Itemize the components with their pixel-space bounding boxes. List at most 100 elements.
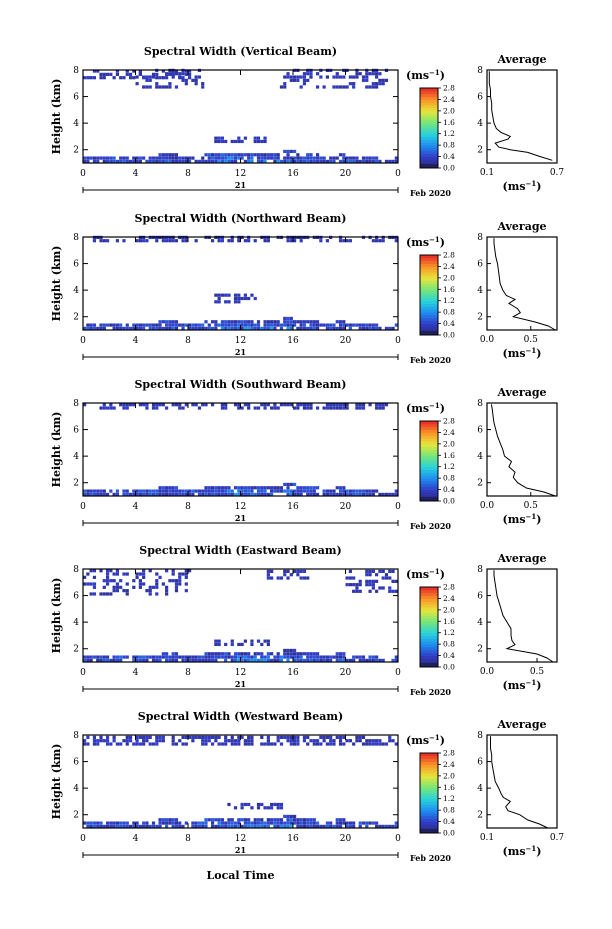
heatmap-cell xyxy=(276,655,280,659)
heatmap-cell xyxy=(119,323,123,327)
heatmap-cell xyxy=(247,326,251,330)
heatmap-cell xyxy=(92,239,97,243)
heatmap-cell xyxy=(109,658,113,662)
colorbar-swatch xyxy=(420,807,438,811)
y-axis-label: Height (km) xyxy=(50,79,63,155)
heatmap-cell xyxy=(161,403,165,407)
colorbar-swatch xyxy=(420,315,438,319)
heatmap-cell xyxy=(256,489,261,493)
heatmap-cell xyxy=(365,573,369,577)
average-profile-line xyxy=(493,238,556,331)
heatmap-cell xyxy=(165,486,169,490)
heatmap-cell xyxy=(322,655,326,659)
heatmap-cell xyxy=(132,156,136,160)
heatmap-cell xyxy=(161,153,165,157)
heatmap-cell xyxy=(174,72,179,76)
heatmap-cell xyxy=(158,575,162,579)
heatmap-cell xyxy=(260,655,264,659)
heatmap-cell xyxy=(338,326,343,330)
heatmap-cell xyxy=(345,156,349,160)
heatmap-cell xyxy=(335,403,339,407)
heatmap-cell xyxy=(112,323,116,327)
heatmap-cell xyxy=(332,492,336,496)
heatmap-cell xyxy=(394,156,398,160)
heatmap-cell xyxy=(92,159,97,163)
heatmap-cell xyxy=(296,739,300,743)
heatmap-cell xyxy=(99,492,103,496)
x-tick-label: 20 xyxy=(340,502,352,512)
heatmap-cell xyxy=(289,149,293,154)
heatmap-cell xyxy=(243,489,247,493)
heatmap-cell xyxy=(122,156,126,160)
heatmap-cell xyxy=(161,582,165,586)
heatmap-cell xyxy=(224,153,228,157)
colorbar-swatch xyxy=(420,289,438,293)
heatmap-cell xyxy=(197,406,202,410)
heatmap-cell xyxy=(306,735,310,739)
heatmap-cell xyxy=(329,655,333,659)
heatmap-cell xyxy=(240,296,244,301)
heatmap-cell xyxy=(378,492,382,496)
heatmap-cell xyxy=(224,320,228,324)
heatmap-cell xyxy=(165,821,169,825)
colorbar: 0.00.40.81.21.62.02.42.8 xyxy=(419,583,455,672)
heatmap-cell xyxy=(378,78,382,82)
heatmap-cell xyxy=(86,492,90,496)
heatmap-cell xyxy=(256,821,261,825)
heatmap-cell xyxy=(375,655,379,659)
heatmap-cell xyxy=(115,582,120,586)
heatmap-cell xyxy=(332,739,336,743)
colorbar-swatch xyxy=(420,432,438,436)
heatmap-cell xyxy=(148,742,152,746)
colorbar-swatch xyxy=(420,320,438,324)
heatmap-cell xyxy=(115,821,120,825)
heatmap-cell xyxy=(161,76,165,80)
heatmap-cell xyxy=(348,658,352,662)
heatmap-cell xyxy=(276,658,280,662)
colorbar-tick-label: 2.4 xyxy=(443,760,455,769)
heatmap-cell xyxy=(138,72,142,76)
heatmap-cell xyxy=(217,818,221,822)
heatmap-cell xyxy=(112,658,116,662)
heatmap-cell xyxy=(171,739,175,743)
heatmap-cell xyxy=(335,156,339,160)
heatmap-cell xyxy=(115,72,120,76)
heatmap-cell xyxy=(276,652,280,656)
heatmap-cell xyxy=(168,579,172,583)
heatmap-cell xyxy=(201,492,205,496)
heatmap-cell xyxy=(99,76,103,80)
heatmap-cell xyxy=(207,658,211,662)
heatmap-cell xyxy=(342,239,346,243)
heatmap-cell xyxy=(112,735,116,739)
colorbar-tick-label: 2.8 xyxy=(443,749,455,758)
heatmap-cell xyxy=(125,592,129,596)
heatmap-cell xyxy=(263,658,267,662)
heatmap-cell xyxy=(220,139,225,144)
heatmap-cell xyxy=(319,655,323,659)
heatmap-cell xyxy=(217,136,221,140)
heatmap-cell xyxy=(338,153,343,157)
heatmap-cell xyxy=(371,72,375,76)
heatmap-cell xyxy=(224,735,228,739)
heatmap-cell xyxy=(289,323,293,327)
heatmap-cell xyxy=(260,326,264,330)
heatmap-cell xyxy=(191,78,195,82)
heatmap-cell xyxy=(237,320,241,324)
heatmap-cell xyxy=(115,69,120,73)
heatmap-cell xyxy=(240,406,244,410)
heatmap-cell xyxy=(109,406,113,410)
heatmap-cell xyxy=(240,655,244,659)
heatmap-cell xyxy=(348,583,352,587)
heatmap-cell xyxy=(256,806,261,810)
heatmap-cell xyxy=(92,582,97,586)
avg-y-tick-label: 8 xyxy=(477,66,483,76)
heatmap-cell xyxy=(348,576,352,580)
colorbar-swatch xyxy=(420,818,438,822)
heatmap-cell xyxy=(276,821,280,825)
heatmap-cell xyxy=(224,139,228,144)
heatmap-cell xyxy=(388,492,392,496)
heatmap-cell xyxy=(289,821,293,825)
heatmap-cell xyxy=(352,323,356,327)
heatmap-cell xyxy=(109,403,113,407)
heatmap-cell xyxy=(322,159,326,163)
